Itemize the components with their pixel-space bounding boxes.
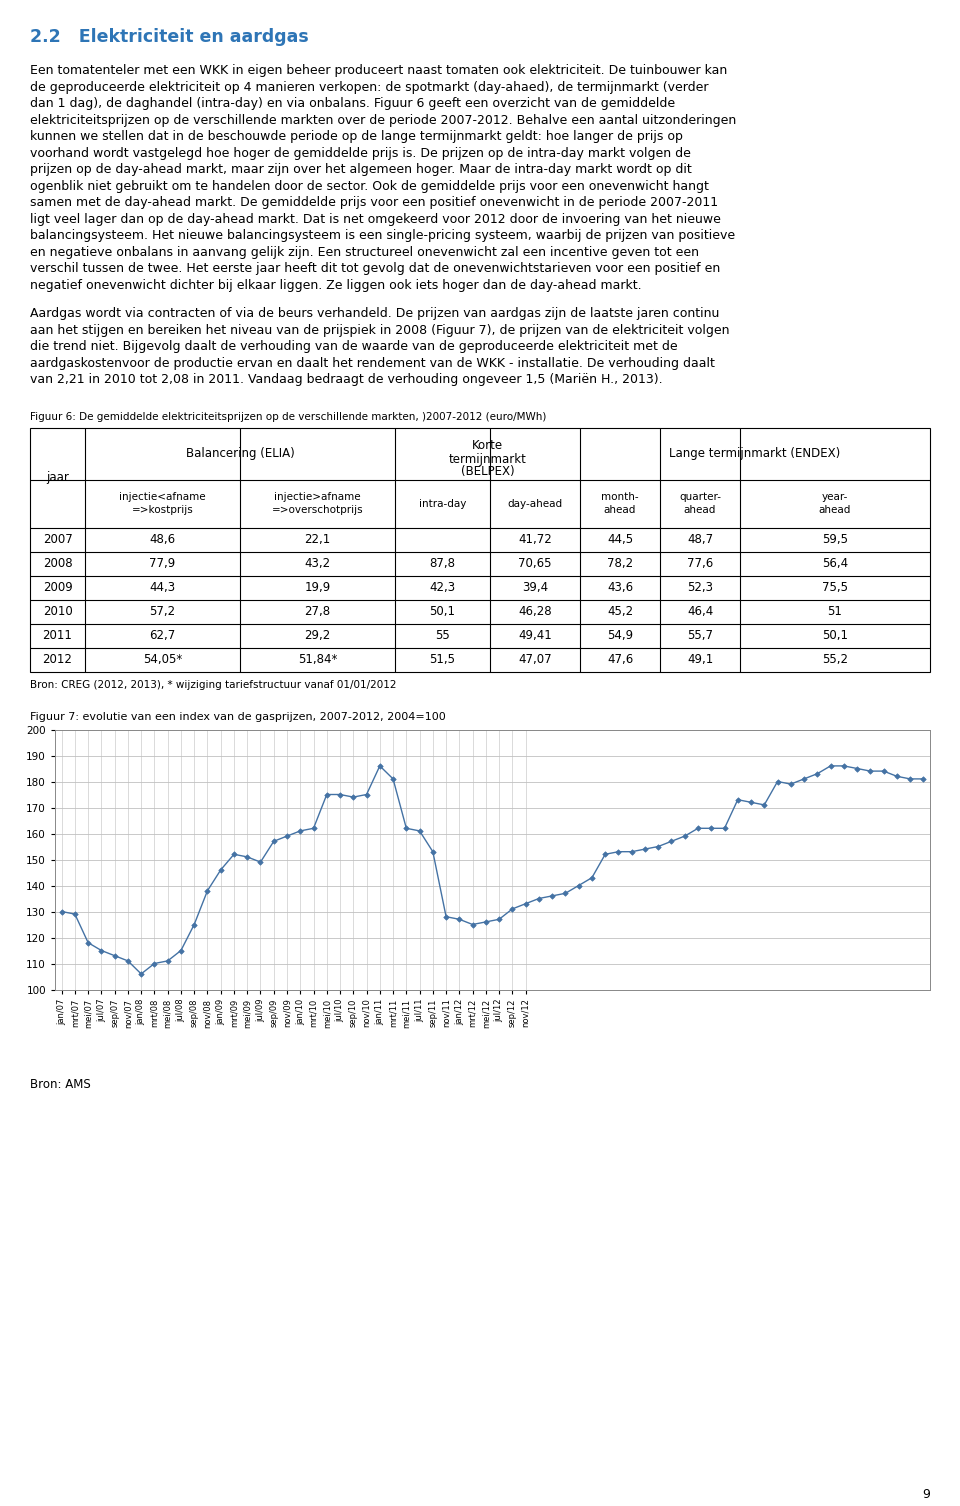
Text: 56,4: 56,4 <box>822 557 848 569</box>
Text: 55,7: 55,7 <box>687 630 713 642</box>
Text: quarter-
ahead: quarter- ahead <box>679 492 721 515</box>
Text: Een tomatenteler met een WKK in eigen beheer produceert naast tomaten ook elektr: Een tomatenteler met een WKK in eigen be… <box>30 63 728 77</box>
Text: 43,6: 43,6 <box>607 581 633 593</box>
Text: 41,72: 41,72 <box>518 533 552 547</box>
Text: injectie>afname
=>overschotprijs: injectie>afname =>overschotprijs <box>272 492 363 515</box>
Text: injectie<afname
=>kostprijs: injectie<afname =>kostprijs <box>119 492 205 515</box>
Text: balancingsysteem. Het nieuwe balancingsysteem is een single-pricing systeem, waa: balancingsysteem. Het nieuwe balancingsy… <box>30 229 735 242</box>
Text: Korte: Korte <box>472 440 503 452</box>
Text: 62,7: 62,7 <box>150 630 176 642</box>
Text: 43,2: 43,2 <box>304 557 330 569</box>
Text: 77,9: 77,9 <box>150 557 176 569</box>
Text: 51,5: 51,5 <box>429 654 455 666</box>
Text: 49,1: 49,1 <box>686 654 713 666</box>
Text: (BELPEX): (BELPEX) <box>461 465 515 479</box>
Text: 55: 55 <box>435 630 450 642</box>
Text: en negatieve onbalans in aanvang gelijk zijn. Een structureel onevenwicht zal ee: en negatieve onbalans in aanvang gelijk … <box>30 245 699 259</box>
Text: 47,07: 47,07 <box>518 654 552 666</box>
Bar <box>30 428 930 672</box>
Text: 78,2: 78,2 <box>607 557 633 569</box>
Text: 87,8: 87,8 <box>429 557 455 569</box>
Text: aardgaskostenvoor de productie ervan en daalt het rendement van de WKK - install: aardgaskostenvoor de productie ervan en … <box>30 357 715 369</box>
Text: 47,6: 47,6 <box>607 654 634 666</box>
Text: 59,5: 59,5 <box>822 533 848 547</box>
Text: 57,2: 57,2 <box>150 605 176 617</box>
Text: 44,3: 44,3 <box>150 581 176 593</box>
Text: 50,1: 50,1 <box>822 630 848 642</box>
Text: month-
ahead: month- ahead <box>601 492 638 515</box>
Text: negatief onevenwicht dichter bij elkaar liggen. Ze liggen ook iets hoger dan de : negatief onevenwicht dichter bij elkaar … <box>30 279 641 292</box>
Text: 55,2: 55,2 <box>822 654 848 666</box>
Text: 2010: 2010 <box>42 605 72 617</box>
Text: 2007: 2007 <box>42 533 72 547</box>
Text: de geproduceerde elektriciteit op 4 manieren verkopen: de spotmarkt (day-ahaed),: de geproduceerde elektriciteit op 4 mani… <box>30 80 708 93</box>
Text: 19,9: 19,9 <box>304 581 330 593</box>
Text: 2.2   Elektriciteit en aardgas: 2.2 Elektriciteit en aardgas <box>30 29 309 47</box>
Text: 2008: 2008 <box>42 557 72 569</box>
Text: Bron: AMS: Bron: AMS <box>30 1077 91 1090</box>
Text: die trend niet. Bijgevolg daalt de verhouding van de waarde van de geproduceerde: die trend niet. Bijgevolg daalt de verho… <box>30 340 678 352</box>
Text: year-
ahead: year- ahead <box>819 492 852 515</box>
Text: 44,5: 44,5 <box>607 533 633 547</box>
Text: 54,9: 54,9 <box>607 630 633 642</box>
Text: day-ahead: day-ahead <box>508 498 563 509</box>
Text: kunnen we stellen dat in de beschouwde periode op de lange termijnmarkt geldt: h: kunnen we stellen dat in de beschouwde p… <box>30 130 683 143</box>
Text: 50,1: 50,1 <box>429 605 455 617</box>
Text: 29,2: 29,2 <box>304 630 330 642</box>
Text: 27,8: 27,8 <box>304 605 330 617</box>
Text: Figuur 6: De gemiddelde elektriciteitsprijzen op de verschillende markten, )2007: Figuur 6: De gemiddelde elektriciteitspr… <box>30 411 546 422</box>
Text: voorhand wordt vastgelegd hoe hoger de gemiddelde prijs is. De prijzen op de int: voorhand wordt vastgelegd hoe hoger de g… <box>30 146 691 160</box>
Text: 70,65: 70,65 <box>518 557 552 569</box>
Text: 2009: 2009 <box>42 581 72 593</box>
Text: Figuur 7: evolutie van een index van de gasprijzen, 2007-2012, 2004=100: Figuur 7: evolutie van een index van de … <box>30 711 445 721</box>
Text: 75,5: 75,5 <box>822 581 848 593</box>
Text: Balancering (ELIA): Balancering (ELIA) <box>185 447 295 459</box>
Text: termijnmarkt: termijnmarkt <box>448 453 526 467</box>
Text: 51,84*: 51,84* <box>298 654 337 666</box>
Text: intra-day: intra-day <box>419 498 467 509</box>
Text: 42,3: 42,3 <box>429 581 456 593</box>
Text: 22,1: 22,1 <box>304 533 330 547</box>
Text: 54,05*: 54,05* <box>143 654 182 666</box>
Text: Aardgas wordt via contracten of via de beurs verhandeld. De prijzen van aardgas : Aardgas wordt via contracten of via de b… <box>30 307 719 319</box>
Text: 46,4: 46,4 <box>686 605 713 617</box>
Text: ogenblik niet gebruikt om te handelen door de sector. Ook de gemiddelde prijs vo: ogenblik niet gebruikt om te handelen do… <box>30 179 708 193</box>
Text: van 2,21 in 2010 tot 2,08 in 2011. Vandaag bedraagt de verhouding ongeveer 1,5 (: van 2,21 in 2010 tot 2,08 in 2011. Vanda… <box>30 373 662 386</box>
Text: 46,28: 46,28 <box>518 605 552 617</box>
Text: 51: 51 <box>828 605 843 617</box>
Text: 2011: 2011 <box>42 630 72 642</box>
Text: aan het stijgen en bereiken het niveau van de prijspiek in 2008 (Figuur 7), de p: aan het stijgen en bereiken het niveau v… <box>30 324 730 336</box>
Text: samen met de day-ahead markt. De gemiddelde prijs voor een positief onevenwicht : samen met de day-ahead markt. De gemidde… <box>30 196 718 209</box>
Text: 45,2: 45,2 <box>607 605 633 617</box>
Text: prijzen op de day-ahead markt, maar zijn over het algemeen hoger. Maar de intra-: prijzen op de day-ahead markt, maar zijn… <box>30 163 692 176</box>
Text: jaar: jaar <box>46 471 69 483</box>
Text: ligt veel lager dan op de day-ahead markt. Dat is net omgekeerd voor 2012 door d: ligt veel lager dan op de day-ahead mark… <box>30 212 721 226</box>
Text: 39,4: 39,4 <box>522 581 548 593</box>
Text: Lange termijnmarkt (ENDEX): Lange termijnmarkt (ENDEX) <box>669 447 841 459</box>
Text: 2012: 2012 <box>42 654 72 666</box>
Text: elektriciteitsprijzen op de verschillende markten over de periode 2007-2012. Beh: elektriciteitsprijzen op de verschillend… <box>30 113 736 127</box>
Text: 77,6: 77,6 <box>686 557 713 569</box>
Text: Bron: CREG (2012, 2013), * wijziging tariefstructuur vanaf 01/01/2012: Bron: CREG (2012, 2013), * wijziging tar… <box>30 679 396 690</box>
Text: 52,3: 52,3 <box>687 581 713 593</box>
Text: 9: 9 <box>923 1488 930 1501</box>
Text: verschil tussen de twee. Het eerste jaar heeft dit tot gevolg dat de onevenwicht: verschil tussen de twee. Het eerste jaar… <box>30 262 720 276</box>
Text: dan 1 dag), de daghandel (intra-day) en via onbalans. Figuur 6 geeft een overzic: dan 1 dag), de daghandel (intra-day) en … <box>30 96 675 110</box>
Text: 48,7: 48,7 <box>687 533 713 547</box>
Text: 48,6: 48,6 <box>150 533 176 547</box>
Text: 49,41: 49,41 <box>518 630 552 642</box>
